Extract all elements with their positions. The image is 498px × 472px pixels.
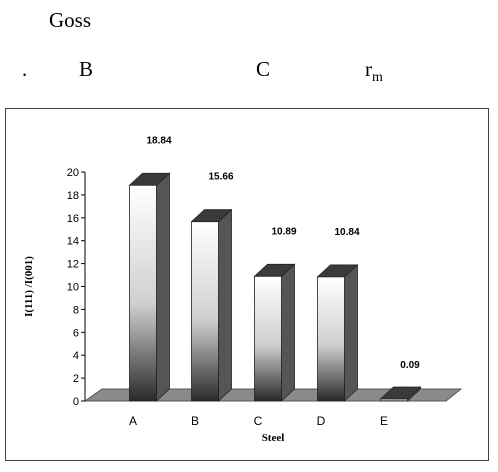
doc-rm-symbol: rm [365,57,383,86]
doc-letter-c: C [256,57,271,81]
data-label-E: 0.09 [400,360,420,371]
category-label-D: D [317,414,326,428]
x-axis-title: Steel [262,432,285,444]
data-label-A: 18.84 [146,135,171,146]
y-tick-label: 16 [67,213,79,225]
y-tick-label: 4 [73,350,79,362]
data-label-B: 15.66 [208,172,233,183]
bar-B [191,221,219,402]
data-label-D: 10.84 [334,227,359,238]
category-label-A: A [129,414,137,428]
y-tick-label: 0 [73,396,79,408]
y-tick-label: 6 [73,327,79,339]
bar-A [129,184,157,402]
y-tick-label: 12 [67,259,79,271]
y-axis-title: I(111) /I(001) [23,256,35,317]
bar-side-B [218,208,232,402]
doc-heading-word: Goss [49,8,92,32]
bar-C [254,275,282,402]
bar-chart: 0 2 4 6 8 10 12 14 16 18 20 I(111) /I(001) 18.84 A 15… [23,135,463,444]
doc-r-letter: r [365,57,372,81]
doc-m-subscript: m [372,70,383,85]
category-label-B: B [191,414,199,428]
y-tick-label: 2 [73,373,79,385]
chart-frame: 0 2 4 6 8 10 12 14 16 18 20 I(111) /I(001) 18.84 A 15… [5,108,489,461]
y-tick-label: 18 [67,190,79,202]
bar-D [317,276,345,402]
data-label-C: 10.89 [271,226,296,237]
y-tick-label: 10 [67,282,79,294]
y-tick-label: 8 [73,304,79,316]
bar-side-D [344,263,358,402]
bar-side-C [281,263,295,402]
doc-letter-b: B [79,57,94,81]
y-tick-label: 14 [67,236,79,248]
doc-period: . [22,57,28,81]
bar-E [380,398,408,402]
category-label-E: E [380,414,388,428]
category-label-C: C [254,414,263,428]
bar-side-A [156,172,170,402]
y-tick-label: 20 [67,167,79,179]
